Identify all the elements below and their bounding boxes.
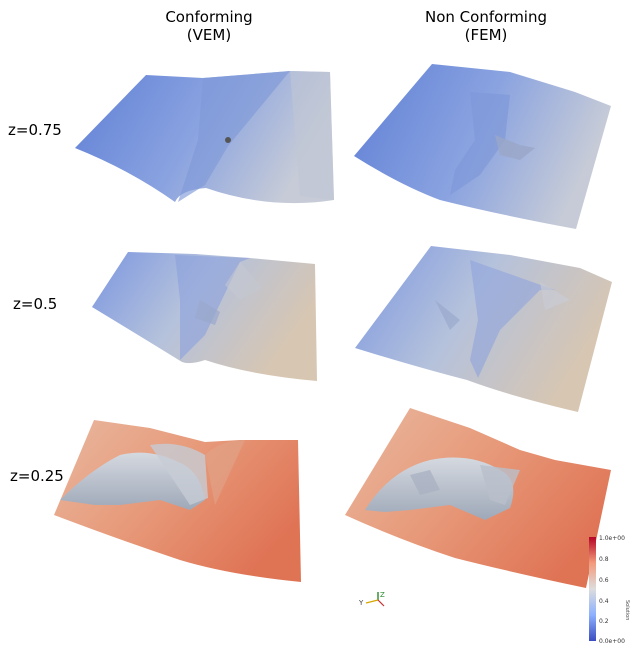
surface-z05-vem bbox=[92, 252, 317, 381]
colorbar-tick-0: 0.0e+00 bbox=[599, 638, 625, 645]
column-title: Conforming bbox=[165, 8, 253, 26]
axes-orientation-glyph: Z Y bbox=[358, 591, 385, 607]
axis-y-label: Y bbox=[358, 599, 364, 607]
surface-z025-fem bbox=[345, 408, 611, 588]
surface-z075-fem bbox=[354, 64, 611, 229]
colorbar-gradient bbox=[589, 537, 596, 641]
column-header-conforming: Conforming (VEM) bbox=[99, 8, 319, 44]
column-subtitle: (FEM) bbox=[464, 26, 508, 44]
column-subtitle: (VEM) bbox=[186, 26, 232, 44]
column-title: Non Conforming bbox=[425, 8, 547, 26]
colorbar-title: Solution bbox=[624, 600, 630, 620]
surface-z025-vem bbox=[54, 420, 301, 582]
row-label-z05: z=0.5 bbox=[13, 295, 58, 313]
row-label-z025: z=0.25 bbox=[10, 467, 64, 485]
colorbar-tick-0.8: 0.8 bbox=[599, 556, 609, 563]
colorbar-tick-0.2: 0.2 bbox=[599, 618, 609, 625]
colorbar-tick-1: 1.0e+00 bbox=[599, 535, 625, 542]
axis-z-label: Z bbox=[380, 591, 385, 599]
colorbar: 1.0e+00 0.8 0.6 0.4 0.2 0.0e+00 Solution bbox=[589, 535, 630, 645]
colorbar-tick-0.4: 0.4 bbox=[599, 598, 609, 605]
surface-z05-fem bbox=[355, 246, 612, 412]
row-label-z075: z=0.75 bbox=[8, 121, 62, 139]
surface-z075-vem bbox=[75, 71, 334, 204]
colorbar-tick-0.6: 0.6 bbox=[599, 577, 609, 584]
column-header-nonconforming: Non Conforming (FEM) bbox=[376, 8, 596, 44]
